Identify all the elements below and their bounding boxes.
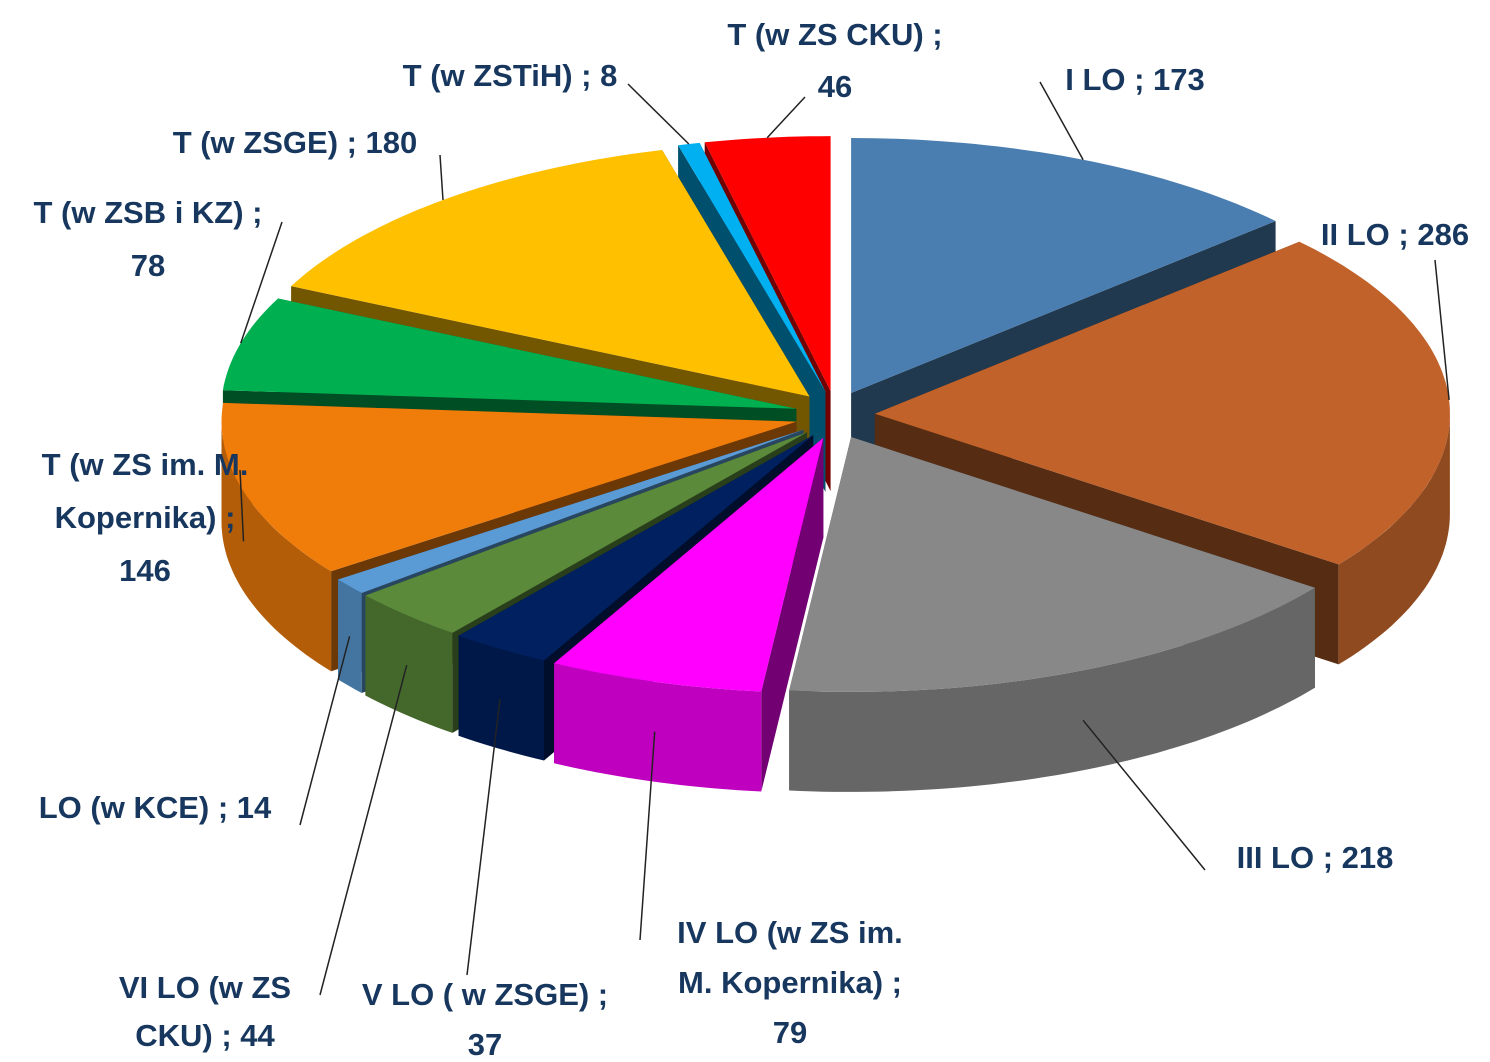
data-label: VI LO (w ZS CKU) ; 44 (119, 970, 291, 1053)
slice-top (704, 136, 831, 392)
data-label: I LO ; 173 (1065, 62, 1205, 97)
leader-line (299, 636, 351, 826)
data-label: II LO ; 286 (1321, 217, 1469, 252)
leader-line (239, 221, 283, 344)
slice-side (1338, 413, 1450, 665)
slice-top (678, 142, 826, 392)
leader-line (766, 96, 806, 139)
leader-line (1434, 259, 1450, 400)
data-label: T (w ZS im. M. Kopernika) ; 146 (42, 447, 249, 588)
slice-top (554, 437, 824, 692)
slice-side (365, 595, 453, 733)
leader-line (1082, 719, 1206, 871)
slice-top (365, 432, 808, 633)
leader-line (466, 698, 501, 976)
slice (554, 437, 824, 792)
leader-line (1039, 81, 1084, 161)
slice-top (458, 435, 814, 661)
slice-side (221, 421, 332, 672)
data-label: T (w ZSTiH) ; 8 (403, 58, 618, 93)
slice-top (851, 138, 1276, 393)
slice-side (338, 579, 362, 693)
slice-top (291, 150, 810, 397)
slice-side (554, 663, 762, 792)
slice-top (221, 402, 797, 572)
data-label: V LO ( w ZSGE) ; 37 (362, 977, 608, 1062)
data-label: III LO ; 218 (1237, 840, 1394, 875)
leader-line (239, 469, 245, 542)
leader-line (639, 731, 656, 941)
data-label: IV LO (w ZS im. M. Kopernika) ; 79 (677, 915, 903, 1050)
slice (789, 437, 1315, 792)
data-label: T (w ZSB i KZ) ; 78 (33, 195, 262, 283)
slice-top (789, 437, 1315, 692)
slice-top (338, 429, 804, 593)
slice-side (458, 635, 544, 761)
slice-top (874, 241, 1450, 565)
slice-top (222, 298, 797, 409)
leader-line (439, 154, 444, 201)
leader-line (319, 665, 408, 996)
slice-wall (458, 435, 814, 736)
slice-side (789, 587, 1315, 792)
data-label: T (w ZSGE) ; 180 (173, 125, 418, 160)
data-label: T (w ZS CKU) ; 46 (727, 17, 942, 104)
data-label: LO (w KCE) ; 14 (39, 790, 272, 825)
leader-line (627, 83, 690, 145)
